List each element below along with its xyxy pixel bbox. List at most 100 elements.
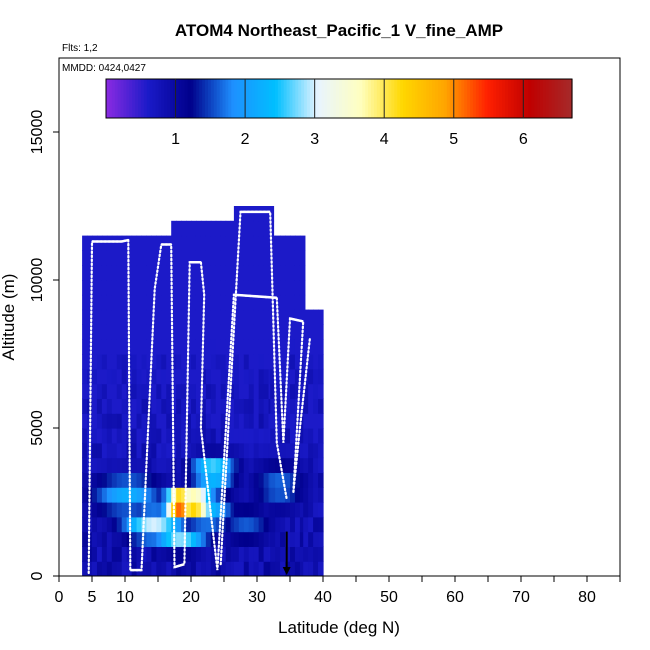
heatmap-cell	[151, 383, 157, 399]
heatmap-cell	[285, 457, 291, 473]
heatmap-cell	[200, 561, 207, 576]
heatmap-cell	[290, 368, 296, 385]
heatmap-cell	[200, 220, 207, 237]
colorbar-swatch	[548, 79, 553, 118]
y-tick-label: 5000	[29, 410, 46, 446]
heatmap-cell	[195, 324, 202, 340]
heatmap-cell	[121, 413, 128, 429]
colorbar-tick-label: 6	[519, 131, 528, 148]
heatmap-cell	[106, 457, 113, 473]
heatmap-cell	[215, 516, 222, 533]
colorbar-swatch	[117, 79, 122, 118]
heatmap-cell	[151, 487, 157, 503]
heatmap-cell	[176, 442, 182, 459]
heatmap-cell	[215, 265, 222, 281]
heatmap-cell	[215, 487, 222, 503]
heatmap-cell	[215, 368, 222, 385]
heatmap-cell	[176, 368, 182, 385]
colorbar-swatch	[481, 79, 486, 118]
colorbar-swatch	[560, 79, 564, 118]
heatmap-cell	[313, 546, 319, 562]
heatmap-cell	[121, 339, 128, 355]
heatmap-cell	[146, 516, 152, 533]
heatmap-cell	[92, 502, 98, 518]
heatmap-cell	[87, 280, 93, 296]
heatmap-cell	[101, 531, 108, 547]
colorbar-swatch	[298, 79, 302, 118]
heatmap-cell	[191, 472, 197, 488]
colorbar-swatch	[569, 79, 573, 118]
heatmap-cell	[290, 531, 296, 547]
heatmap-cell	[308, 531, 314, 547]
colorbar-swatch	[534, 79, 538, 118]
heatmap-cell	[318, 546, 324, 562]
heatmap-cell	[111, 487, 118, 503]
heatmap-cell	[294, 561, 301, 576]
heatmap-cell	[111, 294, 118, 311]
heatmap-cell	[233, 561, 240, 576]
heatmap-cell	[166, 280, 172, 296]
heatmap-cell	[318, 368, 324, 385]
plot-frame	[58, 57, 621, 577]
heatmap-cell	[220, 294, 227, 311]
colorbar-swatch	[138, 79, 142, 118]
heatmap-cell	[116, 309, 123, 325]
heatmap-cell	[131, 487, 138, 503]
colorbar-swatch	[400, 79, 404, 118]
heatmap-cell	[116, 280, 123, 296]
heatmap-cell	[176, 516, 182, 533]
heatmap-cell	[294, 265, 301, 281]
heatmap-cell	[270, 354, 276, 370]
colorbar-swatch	[385, 79, 390, 118]
heatmap-cell	[186, 516, 192, 533]
heatmap-cell	[151, 472, 157, 488]
heatmap-cell	[101, 472, 108, 488]
heatmap-cell	[243, 294, 250, 311]
colorbar-swatch	[333, 79, 337, 118]
heatmap-cell	[205, 398, 212, 414]
heatmap-cell	[220, 487, 227, 503]
heatmap-cell	[299, 280, 306, 296]
heatmap-cell	[87, 398, 93, 414]
colorbar-swatch	[339, 79, 343, 118]
heatmap-cell	[186, 235, 192, 251]
heatmap-cell	[106, 442, 113, 459]
colorbar-swatch	[397, 79, 401, 118]
colorbar-swatch	[164, 79, 168, 118]
colorbar-swatch	[566, 79, 570, 118]
heatmap-cell	[285, 280, 291, 296]
heatmap-cell	[195, 383, 202, 399]
heatmap-cell	[308, 442, 314, 459]
colorbar-swatch	[184, 79, 189, 118]
heatmap-cell	[181, 309, 187, 325]
heatmap-cell	[230, 220, 237, 237]
colorbar-swatch	[106, 79, 110, 118]
heatmap-cell	[186, 457, 192, 473]
heatmap-cell	[313, 413, 319, 429]
heatmap-cell	[294, 487, 301, 503]
x-tick-label: 30	[248, 589, 266, 606]
heatmap-cell	[238, 472, 245, 488]
colorbar-swatch	[470, 79, 474, 118]
heatmap-cell	[215, 309, 222, 325]
heatmap-cell	[230, 516, 237, 533]
colorbar-tick-label: 5	[449, 131, 458, 148]
heatmap-cell	[176, 220, 182, 237]
heatmap-cell	[299, 472, 306, 488]
heatmap-cell	[121, 487, 128, 503]
heatmap-cell	[116, 235, 123, 251]
heatmap-cell	[146, 502, 152, 518]
heatmap-cell	[156, 457, 162, 473]
heatmap-cell	[210, 280, 217, 296]
heatmap-cell	[146, 472, 152, 488]
colorbar-swatch	[248, 79, 253, 118]
heatmap-cell	[280, 280, 286, 296]
heatmap-cell	[96, 250, 103, 266]
heatmap-cell	[181, 413, 187, 429]
colorbar-swatch	[347, 79, 352, 118]
heatmap-cell	[195, 309, 202, 325]
heatmap-cell	[258, 309, 265, 325]
heatmap-cell	[210, 457, 217, 473]
heatmap-cell	[92, 324, 98, 340]
heatmap-cell	[230, 457, 237, 473]
